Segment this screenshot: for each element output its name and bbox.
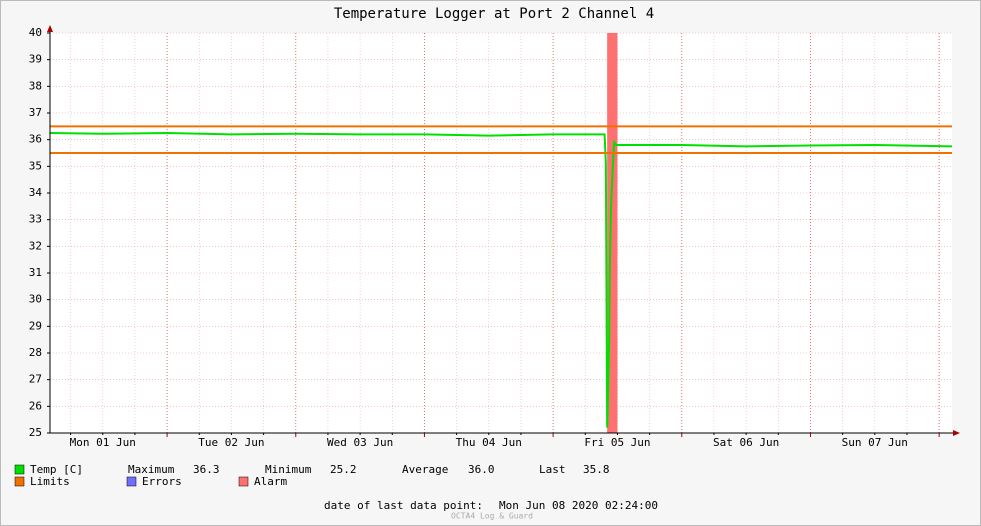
legend-swatch (14, 476, 25, 487)
y-tick-label: 38 (29, 79, 42, 92)
x-tick-label: Wed 03 Jun (327, 436, 393, 449)
plot-area (50, 33, 952, 433)
footer-label: date of last data point: (324, 499, 483, 512)
series-line (49, 131, 953, 428)
legend-label: Limits (30, 475, 70, 488)
y-tick-label: 28 (29, 346, 42, 359)
watermark: OCTA4 Log & Guard (451, 512, 533, 521)
stat-label: Maximum (128, 463, 175, 476)
y-axis-arrow (47, 25, 53, 32)
y-tick-label: 31 (29, 266, 42, 279)
legend-swatch (238, 476, 249, 487)
legend: Temp [C] Maximum 36.3 Minimum 25.2 Avera… (14, 463, 610, 488)
stat-value: 25.2 (330, 463, 357, 476)
x-tick-label: Mon 01 Jun (70, 436, 136, 449)
x-tick-label: Fri 05 Jun (584, 436, 650, 449)
y-tick-label: 39 (29, 53, 42, 66)
x-tick-label: Sat 06 Jun (713, 436, 779, 449)
y-tick-label: 34 (29, 186, 43, 199)
x-tick-label: Tue 02 Jun (198, 436, 264, 449)
legend-label: Alarm (254, 475, 287, 488)
x-tick-label: Sun 07 Jun (842, 436, 908, 449)
legend-label: Temp [C] (30, 463, 83, 476)
marks (49, 33, 953, 433)
grid (47, 32, 952, 437)
y-tick-label: 30 (29, 293, 42, 306)
footer-value: Mon Jun 08 2020 02:24:00 (499, 499, 658, 512)
y-tick-label: 40 (29, 26, 42, 39)
legend-swatch (126, 476, 137, 487)
chart-title: Temperature Logger at Port 2 Channel 4 (334, 6, 654, 22)
stat-label: Last (539, 463, 566, 476)
stat-value: 36.3 (193, 463, 220, 476)
stat-label: Minimum (265, 463, 312, 476)
y-tick-label: 33 (29, 213, 42, 226)
y-tick-label: 36 (29, 133, 42, 146)
y-tick-label: 29 (29, 319, 42, 332)
y-tick-label: 32 (29, 239, 42, 252)
stat-value: 35.8 (583, 463, 610, 476)
y-tick-label: 27 (29, 373, 42, 386)
y-tick-label: 25 (29, 426, 42, 439)
stat-label: Average (402, 463, 448, 476)
stat-value: 36.0 (468, 463, 495, 476)
y-tick-label: 37 (29, 106, 42, 119)
legend-swatch (14, 464, 25, 475)
y-tick-label: 35 (29, 159, 42, 172)
legend-label: Errors (142, 475, 182, 488)
alarm-band (607, 33, 618, 433)
y-tick-label: 26 (29, 399, 42, 412)
x-axis-arrow (953, 430, 960, 436)
x-tick-label: Thu 04 Jun (456, 436, 522, 449)
